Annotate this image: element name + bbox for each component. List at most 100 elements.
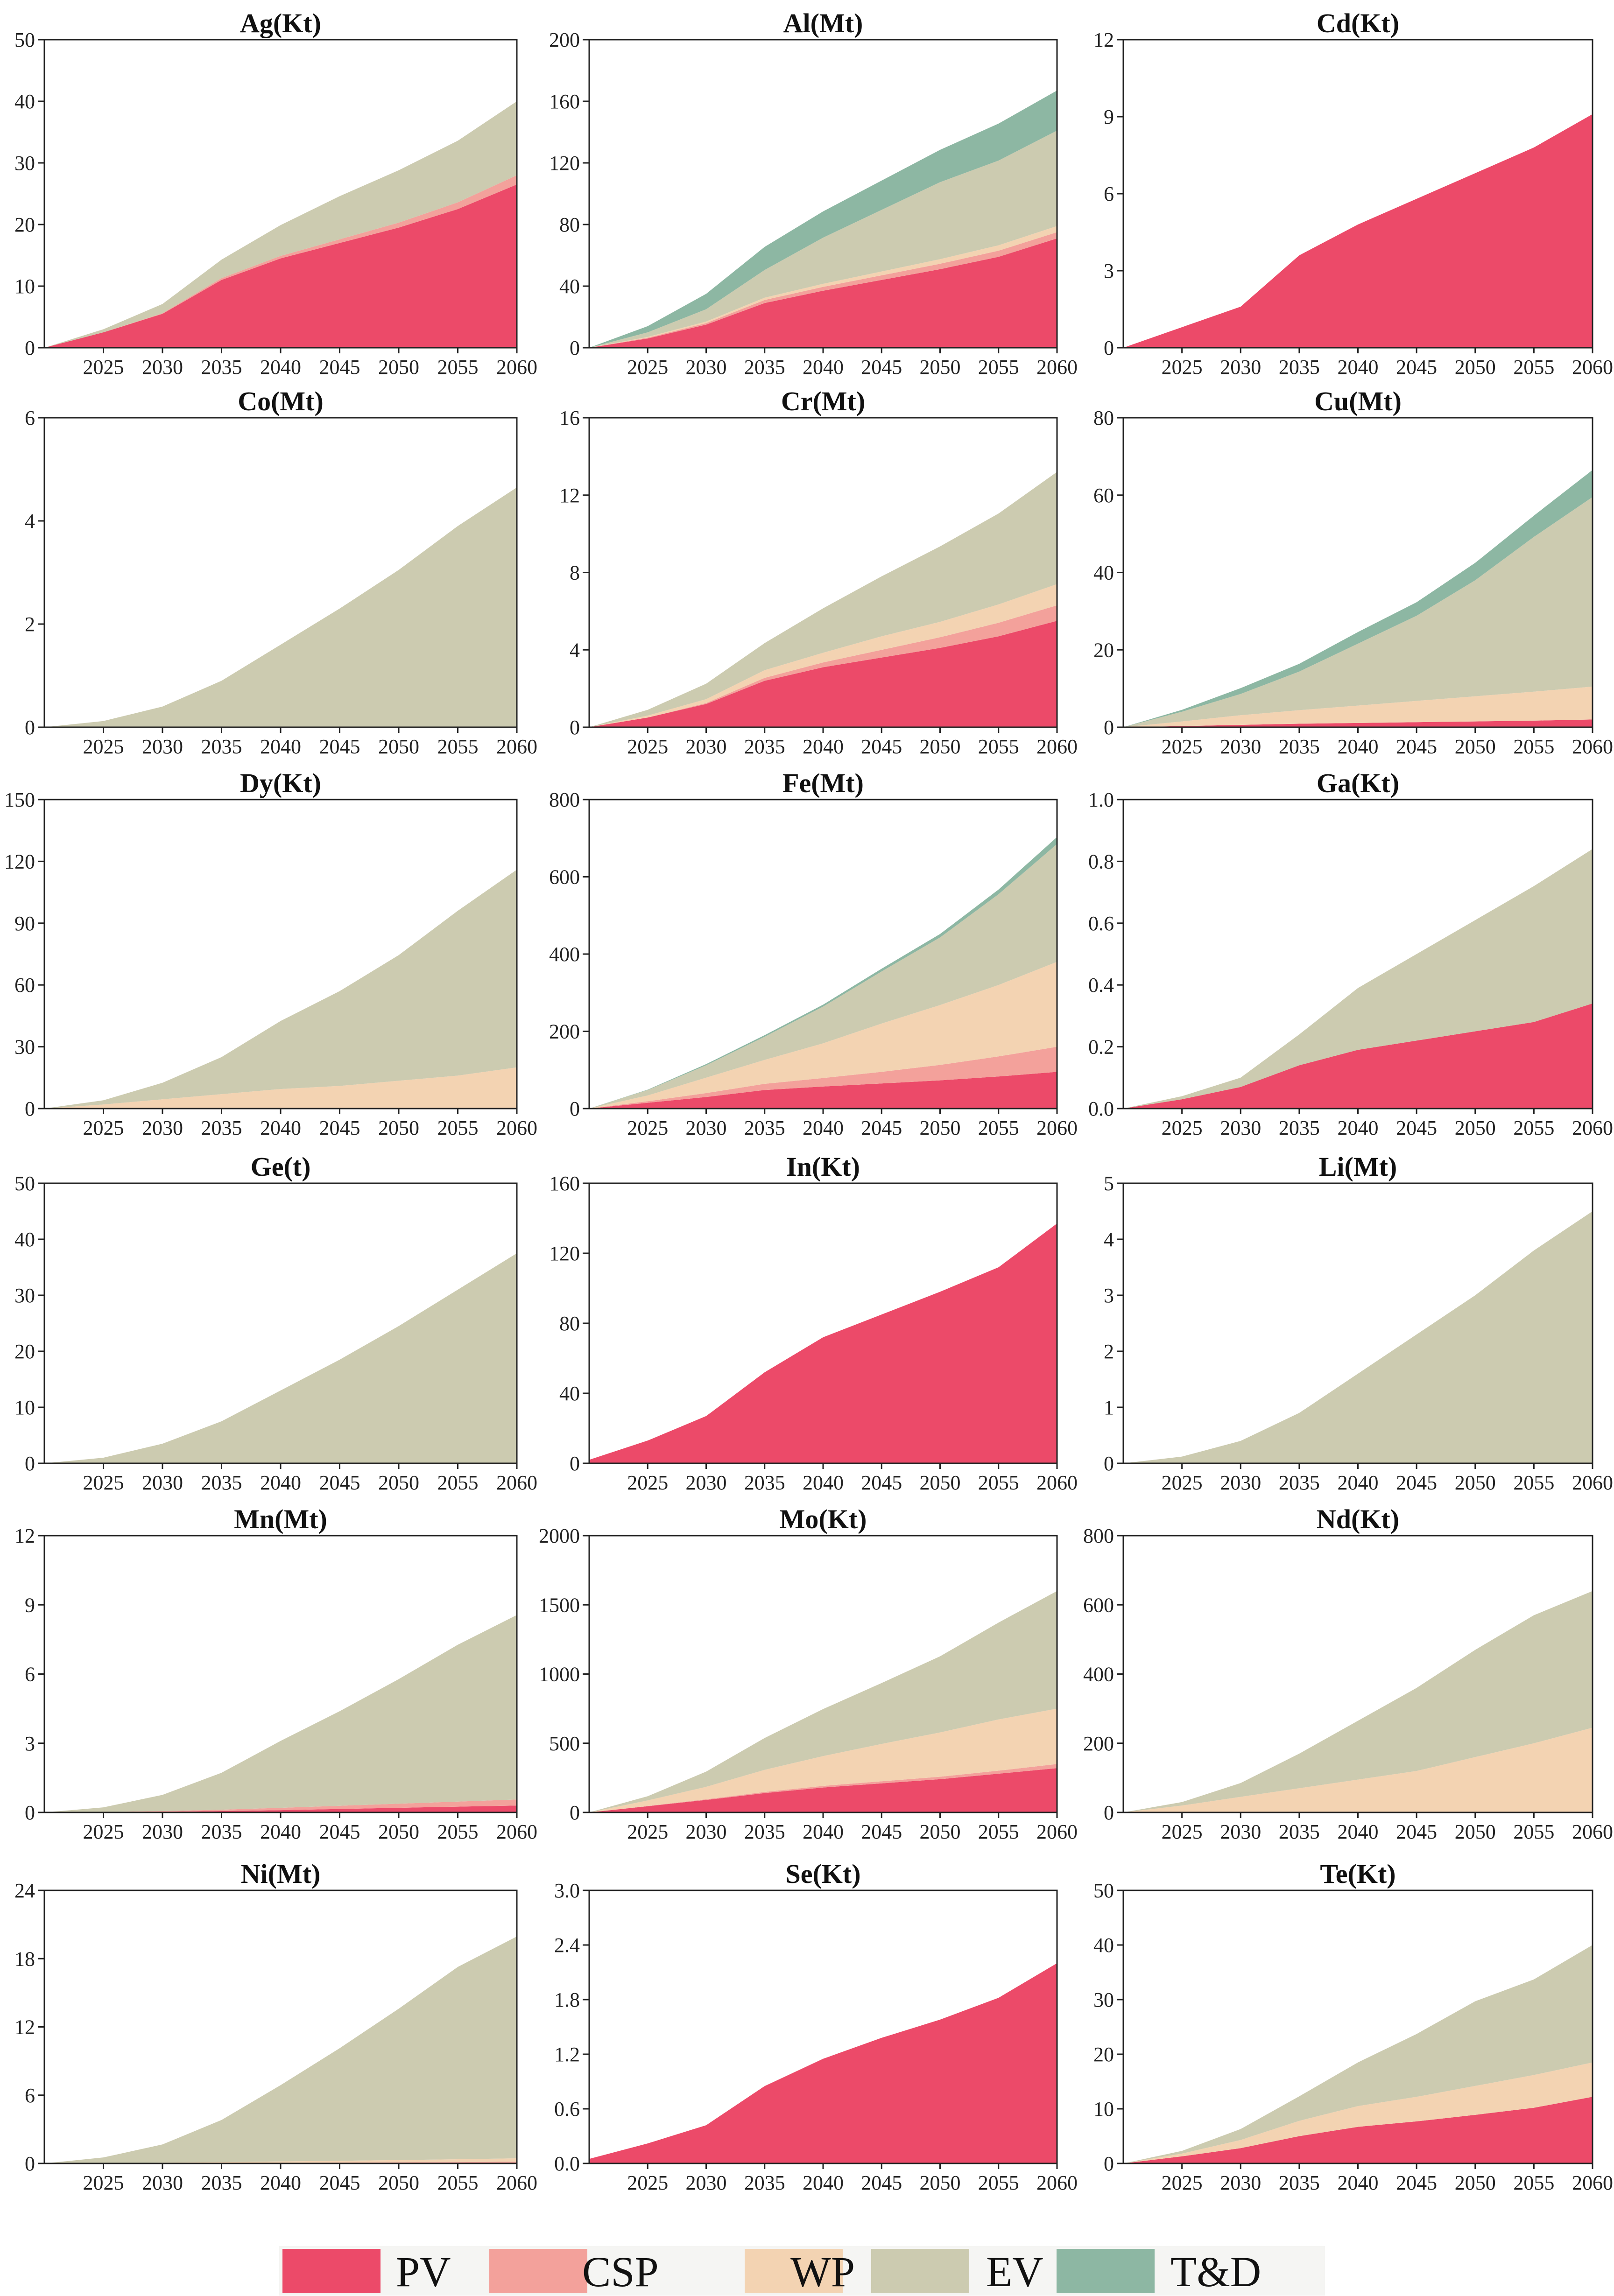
area-mn-mt-csp	[44, 1799, 517, 1812]
x-tick-label: 2050	[920, 356, 961, 379]
chart-title: Mo(Kt)	[780, 1504, 867, 1534]
x-tick-label: 2055	[437, 1116, 479, 1139]
y-tick-label: 0.6	[1088, 912, 1114, 935]
x-tick-label: 2055	[437, 2171, 479, 2194]
x-tick-label: 2050	[378, 735, 419, 758]
chart-title: Ga(Kt)	[1317, 768, 1399, 798]
x-tick-label: 2045	[1396, 2171, 1437, 2194]
chart-title: Al(Mt)	[783, 8, 863, 38]
x-tick-label: 2025	[83, 2171, 124, 2194]
area-al-mt-t-d	[589, 90, 1057, 348]
x-tick-label: 2060	[496, 1116, 537, 1139]
chart-ga-kt: Ga(Kt) 0.0 0.2 0.4 0.6 0.8 1.0 2025 2030 2035 2040…	[1088, 768, 1613, 1139]
x-tick-label: 2040	[1338, 1116, 1379, 1139]
legend-swatch-ev	[871, 2249, 969, 2293]
x-tick-label: 2040	[260, 1820, 301, 1843]
x-tick-label: 2055	[978, 1471, 1019, 1494]
area-li-mt-ev	[1123, 1211, 1593, 1463]
x-tick-label: 2030	[1220, 356, 1261, 379]
y-tick-label: 30	[14, 1284, 35, 1307]
y-tick-label: 160	[549, 1172, 580, 1195]
y-tick-label: 12	[14, 1524, 35, 1547]
x-tick-label: 2060	[1572, 356, 1613, 379]
x-tick-label: 2030	[686, 1471, 727, 1494]
legend-label-wp: WP	[790, 2248, 855, 2296]
y-tick-label: 20	[1093, 2043, 1114, 2066]
area-cu-mt-pv	[1123, 719, 1593, 727]
y-tick-label: 500	[549, 1732, 580, 1755]
area-ge-t-ev	[44, 1253, 517, 1463]
chart-title: Ag(Kt)	[240, 8, 321, 38]
y-tick-label: 80	[1093, 407, 1114, 429]
x-tick-label: 2050	[378, 1471, 419, 1494]
y-tick-label: 1.8	[554, 1988, 580, 2011]
x-tick-label: 2045	[861, 1116, 902, 1139]
y-tick-label: 160	[549, 90, 580, 113]
area-in-kt-pv	[589, 1223, 1057, 1463]
y-tick-label: 0	[1104, 2152, 1114, 2175]
area-cr-mt-pv	[589, 621, 1057, 727]
y-tick-label: 0.0	[554, 2152, 580, 2175]
x-tick-label: 2040	[1338, 1820, 1379, 1843]
area-cr-mt-csp	[589, 605, 1057, 727]
y-tick-label: 10	[14, 1396, 35, 1419]
y-tick-label: 1500	[539, 1594, 580, 1616]
y-tick-label: 400	[1083, 1663, 1114, 1686]
x-tick-label: 2030	[1220, 735, 1261, 758]
y-tick-label: 0	[1104, 716, 1114, 739]
x-tick-label: 2030	[142, 1471, 183, 1494]
x-tick-label: 2060	[1036, 1116, 1078, 1139]
x-tick-label: 2030	[1220, 1820, 1261, 1843]
chart-title: Li(Mt)	[1319, 1152, 1397, 1182]
y-tick-label: 90	[14, 912, 35, 935]
y-tick-label: 0	[25, 1097, 35, 1120]
y-tick-label: 8	[570, 562, 580, 584]
x-tick-label: 2060	[496, 356, 537, 379]
y-tick-label: 0.4	[1088, 974, 1114, 997]
x-tick-label: 2035	[201, 1820, 242, 1843]
y-tick-label: 600	[549, 866, 580, 889]
x-tick-label: 2050	[920, 735, 961, 758]
chart-al-mt: Al(Mt) 0 40 80 120 160 200 2025 2030 2035 2040 2045…	[549, 8, 1078, 379]
y-tick-label: 6	[1104, 183, 1114, 205]
y-tick-label: 1000	[539, 1663, 580, 1686]
x-tick-label: 2060	[496, 735, 537, 758]
x-tick-label: 2040	[260, 1471, 301, 1494]
x-tick-label: 2025	[1162, 2171, 1203, 2194]
x-tick-label: 2060	[1036, 1820, 1078, 1843]
y-tick-label: 30	[14, 1036, 35, 1059]
x-tick-label: 2040	[803, 735, 844, 758]
area-co-mt-ev	[44, 487, 517, 727]
area-nd-kt-ev	[1123, 1591, 1593, 1812]
area-nd-kt-wp	[1123, 1727, 1593, 1812]
x-tick-label: 2025	[83, 1820, 124, 1843]
y-tick-label: 0.2	[1088, 1036, 1114, 1059]
x-tick-label: 2030	[142, 735, 183, 758]
x-tick-label: 2055	[1513, 735, 1554, 758]
area-dy-kt-ev	[44, 870, 517, 1109]
x-tick-label: 2035	[744, 2171, 785, 2194]
y-tick-label: 12	[559, 484, 580, 507]
y-tick-label: 40	[559, 1382, 580, 1405]
x-tick-label: 2030	[686, 356, 727, 379]
area-ni-mt-wp	[44, 2158, 517, 2163]
x-tick-label: 2045	[319, 735, 360, 758]
chart-title: Fe(Mt)	[782, 768, 864, 798]
area-te-kt-wp	[1123, 2062, 1593, 2163]
x-tick-label: 2050	[920, 2171, 961, 2194]
y-tick-label: 16	[559, 407, 580, 429]
chart-mn-mt: Mn(Mt) 0 3 6 9 12 2025 2030 2035 2040 2045 2050 2055…	[14, 1504, 537, 1843]
y-tick-label: 1.2	[554, 2043, 580, 2066]
y-tick-label: 0	[1104, 1801, 1114, 1824]
chart-co-mt: Co(Mt) 0 2 4 6 2025 2030 2035 2040 2045 2050 2055 20…	[25, 386, 537, 758]
y-tick-label: 40	[559, 275, 580, 298]
x-tick-label: 2045	[1396, 1471, 1437, 1494]
x-tick-label: 2035	[744, 735, 785, 758]
x-tick-label: 2045	[1396, 1820, 1437, 1843]
y-tick-label: 800	[1083, 1524, 1114, 1547]
x-tick-label: 2045	[319, 356, 360, 379]
y-tick-label: 0	[1104, 337, 1114, 359]
x-tick-label: 2025	[627, 1116, 668, 1139]
y-tick-label: 2.4	[554, 1934, 580, 1957]
x-tick-label: 2040	[1338, 735, 1379, 758]
